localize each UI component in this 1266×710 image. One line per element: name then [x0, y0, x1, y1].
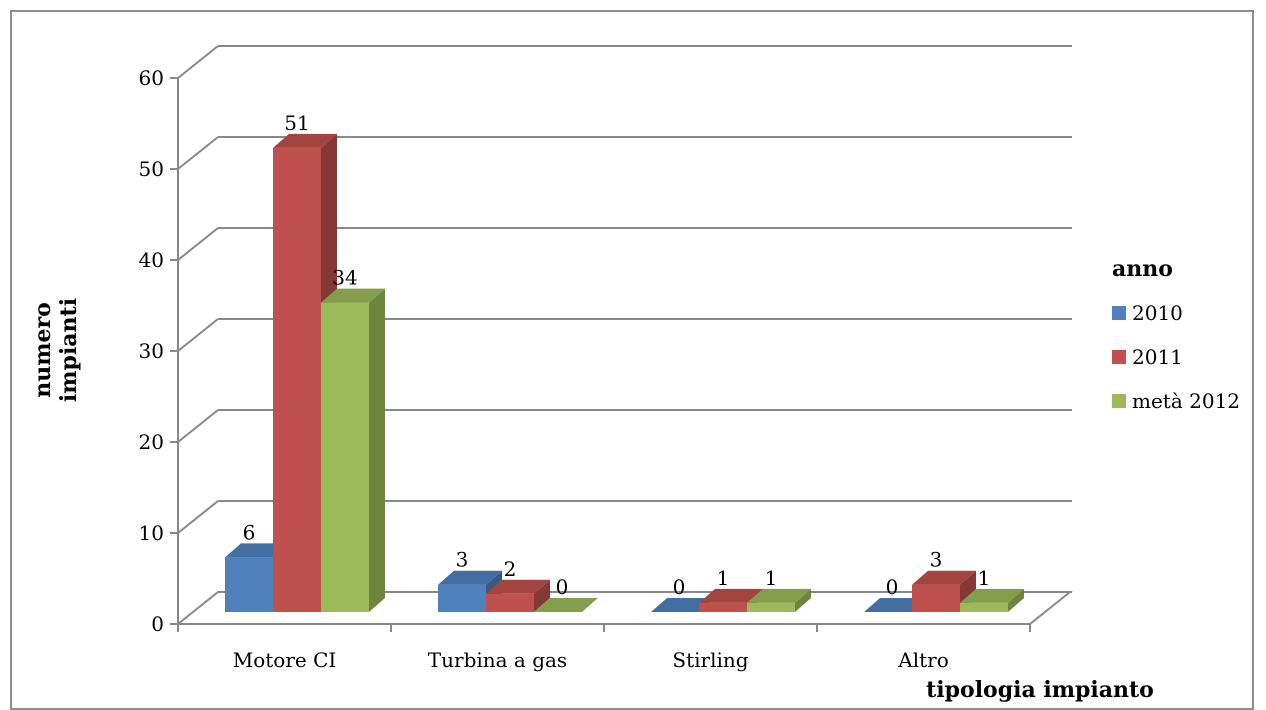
- bar-top: [912, 570, 976, 585]
- x-axis-title: tipologia impianto: [926, 677, 1154, 703]
- legend-title: anno: [1112, 256, 1173, 282]
- y-tick-label: 20: [139, 430, 164, 454]
- category-label: Stirling: [672, 648, 748, 672]
- data-label: 34: [332, 266, 357, 290]
- data-label: 0: [673, 575, 686, 599]
- bar-top: [699, 588, 763, 603]
- data-label: 3: [456, 548, 469, 572]
- gridline-diag: [177, 136, 219, 170]
- data-label: 3: [930, 548, 943, 572]
- data-labels: 6 51 34 3 2 0 0 1 1 0 3 1: [243, 111, 991, 599]
- bar-front: [438, 584, 486, 612]
- bar-top: [438, 570, 502, 585]
- data-label: 1: [765, 566, 778, 590]
- gridline-diag: [177, 45, 219, 79]
- bar-front: [960, 602, 1008, 612]
- gridline-diag: [177, 318, 219, 352]
- gridline-diag: [177, 409, 219, 443]
- bar-top: [486, 579, 550, 594]
- y-axis-title-line2: impianti: [56, 298, 82, 402]
- data-label: 0: [556, 575, 569, 599]
- data-label: 2: [504, 557, 517, 581]
- legend-swatch: [1112, 306, 1126, 320]
- legend-label: metà 2012: [1132, 389, 1240, 413]
- bar-side: [1008, 588, 1024, 612]
- bar-top: [960, 588, 1024, 603]
- bars: [225, 133, 1024, 612]
- gridline-diag: [177, 227, 219, 261]
- y-tick-label: 10: [139, 521, 164, 545]
- y-tick-label: 40: [139, 248, 164, 272]
- category-label: Turbina a gas: [428, 648, 567, 672]
- bar-top: [534, 598, 598, 612]
- floor: [175, 591, 1073, 625]
- bar-front: [486, 593, 534, 612]
- legend-swatch: [1112, 394, 1126, 408]
- bar-front: [699, 602, 747, 612]
- data-label: 1: [978, 566, 991, 590]
- legend: anno 2010 2011 metà 2012: [1112, 256, 1240, 413]
- data-label: 1: [717, 566, 730, 590]
- category-label: Motore CI: [233, 648, 337, 672]
- bar-front: [225, 557, 273, 612]
- bar-top: [321, 288, 385, 303]
- bar-front: [273, 147, 321, 612]
- y-tick-label: 60: [139, 66, 164, 90]
- bar-front: [321, 302, 369, 612]
- y-tick-label: 30: [139, 339, 164, 363]
- bar-side: [369, 288, 385, 612]
- legend-swatch: [1112, 350, 1126, 364]
- y-tick-label: 50: [139, 157, 164, 181]
- y-axis-title-line1: numero: [30, 302, 56, 398]
- bar-top: [273, 133, 337, 148]
- data-label: 6: [243, 520, 256, 544]
- legend-label: 2010: [1132, 301, 1183, 325]
- legend-label: 2011: [1132, 345, 1183, 369]
- bar-side: [534, 579, 550, 612]
- bar-side: [795, 588, 811, 612]
- bar-top: [747, 588, 811, 603]
- data-label: 51: [284, 111, 309, 135]
- y-tick-label: 0: [151, 612, 164, 636]
- bar-front: [747, 602, 795, 612]
- bar-front: [912, 584, 960, 612]
- gridline-diag: [177, 500, 219, 534]
- data-label: 0: [886, 575, 899, 599]
- category-label: Altro: [897, 648, 948, 672]
